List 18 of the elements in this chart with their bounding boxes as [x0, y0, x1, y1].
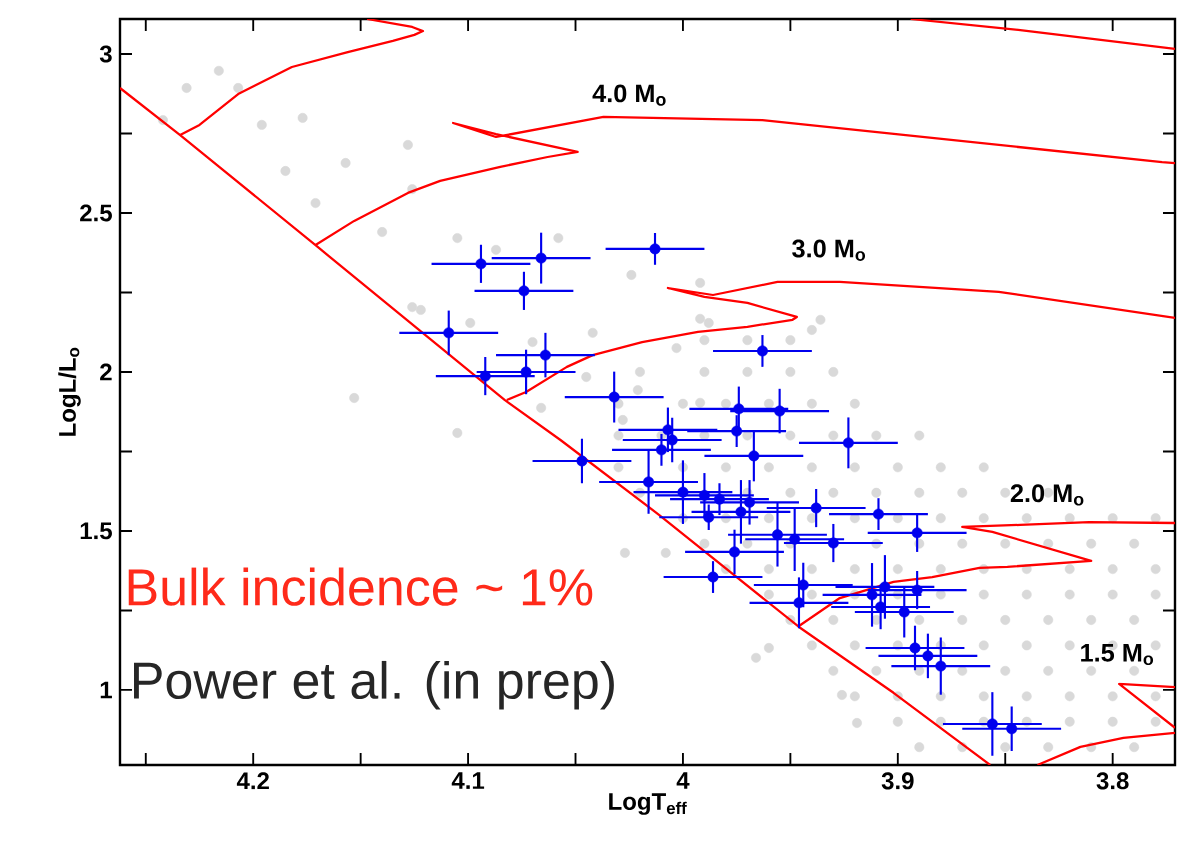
y-tick-label: 2.5: [80, 204, 112, 222]
x-tick-label: 3.9: [881, 772, 914, 790]
annotation: 2.0 M$_{o}$: [1010, 484, 1084, 506]
x-tick-label: 4: [676, 772, 690, 789]
x-tick-label: 4.1: [451, 772, 485, 789]
annotation: 1.5 M$_{o}$: [1081, 644, 1154, 666]
x-tick-label: 3.8: [1096, 772, 1129, 790]
y-tick-label: 1: [100, 681, 112, 699]
x-tick-label: 4.2: [236, 772, 269, 790]
y-tick-label: 2: [100, 363, 112, 381]
y-axis-title: LogL/L$_{o}$: [58, 347, 81, 436]
x-axis-title: LogT$_{eff}$: [609, 793, 687, 815]
y-tick-label: 3: [99, 45, 112, 63]
annotation: 3.0 M$_{o}$: [792, 239, 866, 261]
y-tick-label: 1.5: [80, 522, 112, 540]
annotation: Bulk incidence ~ 1%: [128, 567, 593, 606]
annotation: Power et al. (in prep): [134, 660, 614, 710]
annotation: 4.0 M$_{o}$: [592, 84, 666, 106]
